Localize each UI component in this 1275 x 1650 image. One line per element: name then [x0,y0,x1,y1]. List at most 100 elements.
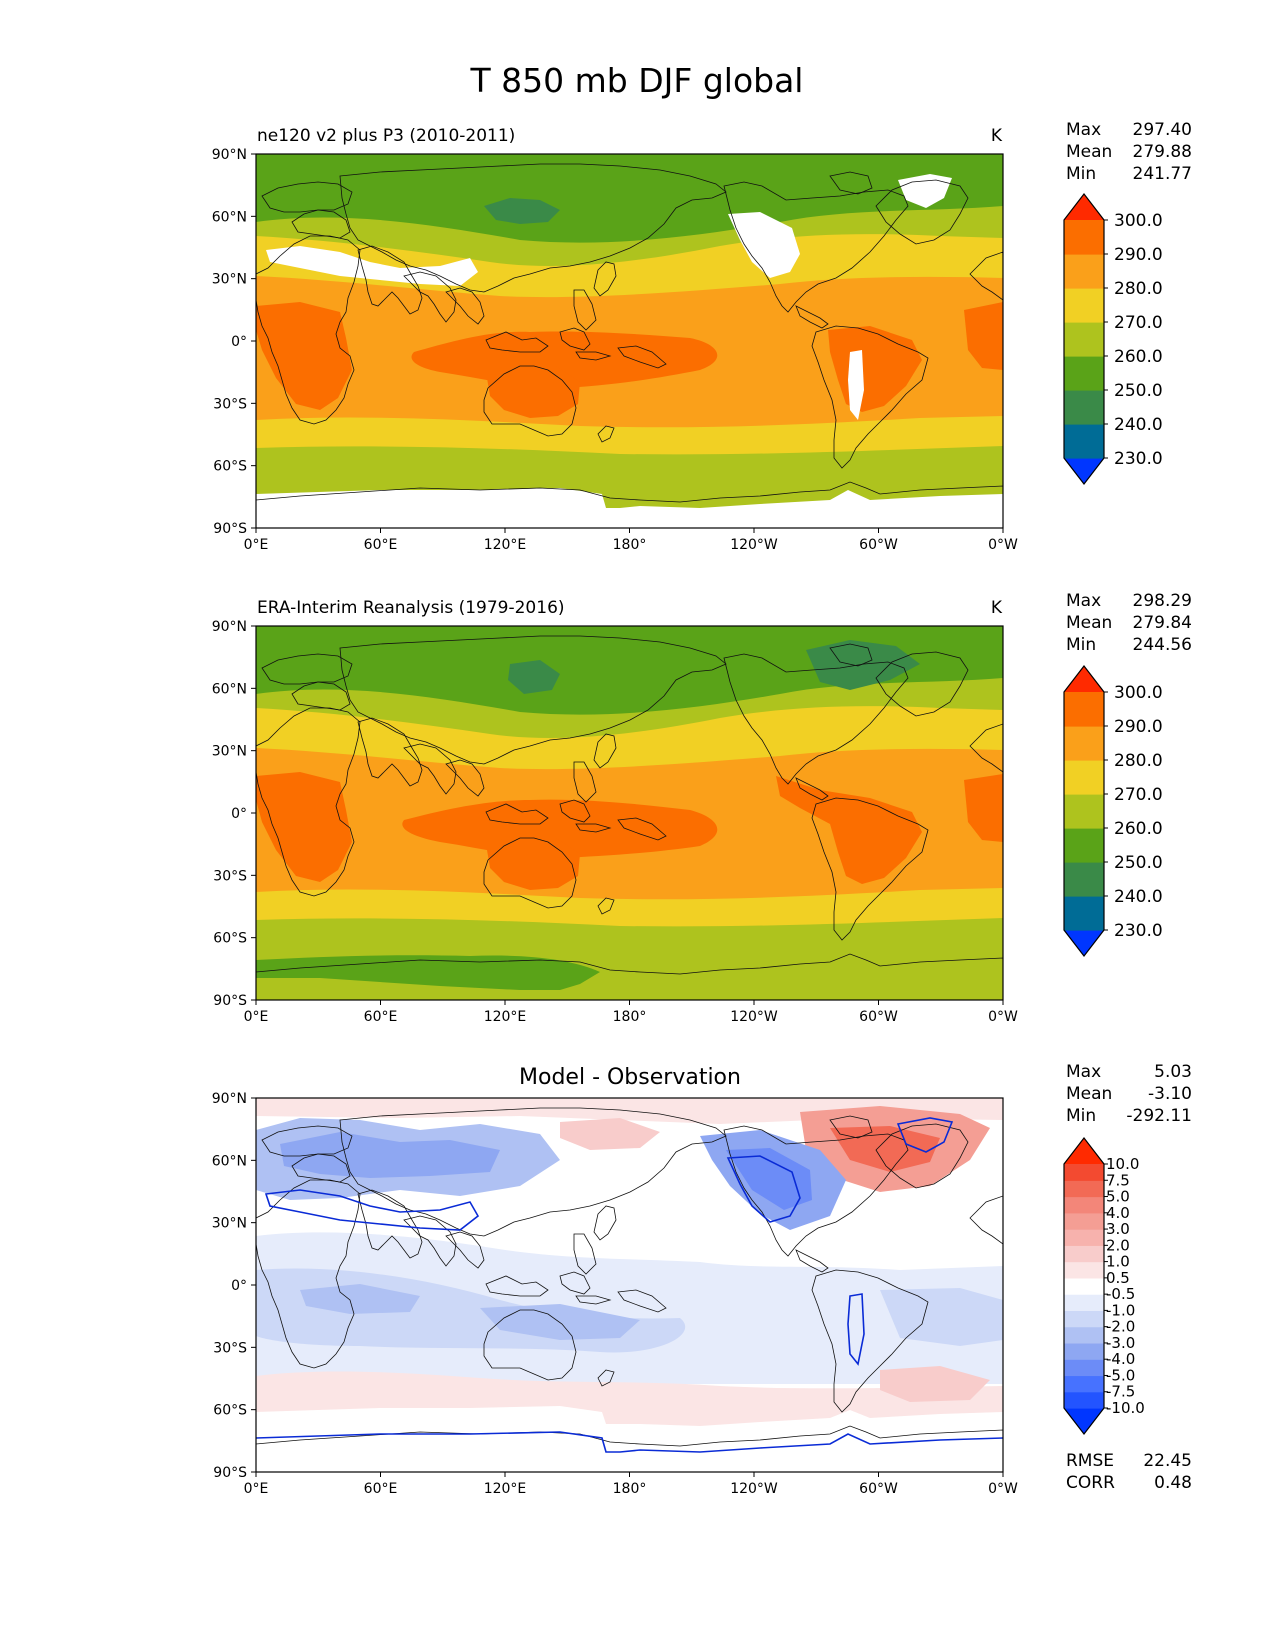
warm-pool-africa [256,302,352,410]
stat-label: Max [1066,591,1101,611]
colorbar-extend-max [1064,666,1104,692]
x-tick-label: 60°E [364,1009,398,1025]
colorbar-label: -5.0 [1106,1366,1135,1384]
panel-test: ne120 v2 plus P3 (2010-2011) K 0°E 60°E 12… [212,120,1192,553]
y-tick-label: 60°N [212,1153,247,1169]
colorbar-label: -3.0 [1106,1334,1135,1352]
colorbar-segment [1064,1212,1104,1230]
colorbar-segment [1064,760,1104,795]
stat-mean-value: 279.84 [1133,613,1192,633]
panel-ref-colorbar: 300.0 290.0 280.0 270.0 260.0 250.0 240.0 230.0 [1063,665,1163,957]
x-tick-label: 0°W [988,537,1018,553]
x-tick-label: 60°W [859,1481,898,1497]
colorbar-label: 240.0 [1114,887,1163,907]
colorbar-segment [1064,1375,1104,1393]
y-tick-label: 60°N [212,209,247,225]
cold-pool-siberia [484,198,560,224]
stat-label: Mean [1066,1084,1112,1104]
panel-test-map [256,154,1003,528]
panel-diff-metrics: RMSE 22.45 CORR 0.48 [1066,1451,1192,1493]
colorbar-label: -4.0 [1106,1350,1135,1368]
x-tick-label: 120°W [730,1481,778,1497]
colorbar-label: 7.5 [1106,1171,1130,1189]
colorbar-extend-max [1064,194,1104,220]
colorbar-segment [1064,1391,1104,1409]
colorbar-segment [1064,1294,1104,1311]
x-tick-label: 0°W [988,1481,1018,1497]
y-tick-label: 90°N [212,147,247,163]
stat-max-value: 5.03 [1154,1062,1192,1082]
colorbar-segment [1064,322,1104,357]
y-tick-label: 0° [231,1278,247,1294]
stat-label: Min [1066,164,1096,184]
warm-pool-atlantic [964,302,1003,370]
stat-min-value: 244.56 [1133,635,1192,655]
colorbar-label: 260.0 [1114,819,1163,839]
colorbar-segment [1064,1342,1104,1360]
x-tick-label: 60°W [859,537,898,553]
x-tick-label: 180° [613,537,647,553]
y-tick-label: 90°N [212,1091,247,1107]
x-tick-label: 60°E [364,537,398,553]
colorbar-segment [1064,896,1104,931]
colorbar-label: 270.0 [1114,785,1163,805]
x-tick-label: 60°W [859,1009,898,1025]
panel-ref-stats: Max 298.29 Mean 279.84 Min 244.56 [1066,591,1192,655]
colorbar-label: 260.0 [1114,347,1163,367]
y-tick-label: 90°S [213,1465,247,1481]
colorbar-extend-min [1064,458,1104,484]
panel-test-stats: Max 297.40 Mean 279.88 Min 241.77 [1066,120,1192,184]
colorbar-label: 3.0 [1106,1220,1130,1238]
colorbar-segment [1064,424,1104,459]
colorbar-segment [1064,1164,1104,1181]
y-tick-label: 0° [231,334,247,350]
colorbar-segment [1064,1245,1104,1263]
metric-rmse-value: 22.45 [1143,1451,1192,1471]
stat-mean-value: 279.88 [1133,142,1192,162]
stat-label: Max [1066,1062,1101,1082]
stat-label: Mean [1066,142,1112,162]
stat-label: Min [1066,1106,1096,1126]
stat-label: Mean [1066,613,1112,633]
missing-data-outline [256,1117,1003,1453]
colorbar-label: 230.0 [1114,921,1163,941]
y-tick-label: 30°S [213,396,247,412]
colorbar-label: 280.0 [1114,751,1163,771]
colorbar-label: 0.5 [1106,1269,1130,1287]
colorbar-label: 300.0 [1114,211,1163,231]
missing-rockies-test [728,212,800,278]
y-tick-label: 60°N [212,681,247,697]
y-tick-label: 30°N [212,1216,247,1232]
y-tick-label: 30°N [212,272,247,288]
stat-min-value: -292.11 [1126,1106,1192,1126]
colorbar-segment [1064,1229,1104,1246]
colorbar-label: -1.0 [1106,1301,1135,1319]
y-tick-label: 30°N [212,744,247,760]
panel-diff-map [256,1098,1003,1472]
colorbar-segment [1064,1326,1104,1344]
colorbar-label: 290.0 [1114,245,1163,265]
colorbar-segment [1064,220,1104,255]
panel-diff-ticks: 0°E 60°E 120°E 180° 120°W 60°W 0°W 90°N 60°N 30°N… [212,1091,1018,1497]
colorbar-segment [1064,828,1104,863]
metric-label: CORR [1066,1473,1115,1493]
colorbar-segment [1064,288,1104,323]
y-tick-label: 90°S [213,993,247,1009]
panel-test-ticks: 0°E 60°E 120°E 180° 120°W 60°W 0°W 90°N 60°N 30°N… [212,147,1018,553]
colorbar-segment [1064,356,1104,391]
colorbar-label: 10.0 [1106,1155,1139,1173]
colorbar-label: 4.0 [1106,1204,1130,1222]
y-tick-label: 90°N [212,619,247,635]
y-tick-label: 30°S [213,1340,247,1356]
colorbar-segment [1064,254,1104,289]
colorbar-label: -0.5 [1106,1285,1135,1303]
y-tick-label: 60°S [213,459,247,475]
x-tick-label: 0°E [244,537,269,553]
panel-diff-stats: Max 5.03 Mean -3.10 Min -292.11 [1066,1062,1192,1126]
missing-antarctica-test [256,488,1003,528]
colorbar-extend-min [1064,1408,1104,1434]
stat-max-value: 298.29 [1133,591,1192,611]
colorbar-segment [1064,1261,1104,1279]
colorbar-extend-min [1064,930,1104,956]
colorbar-label: 2.0 [1106,1236,1130,1254]
